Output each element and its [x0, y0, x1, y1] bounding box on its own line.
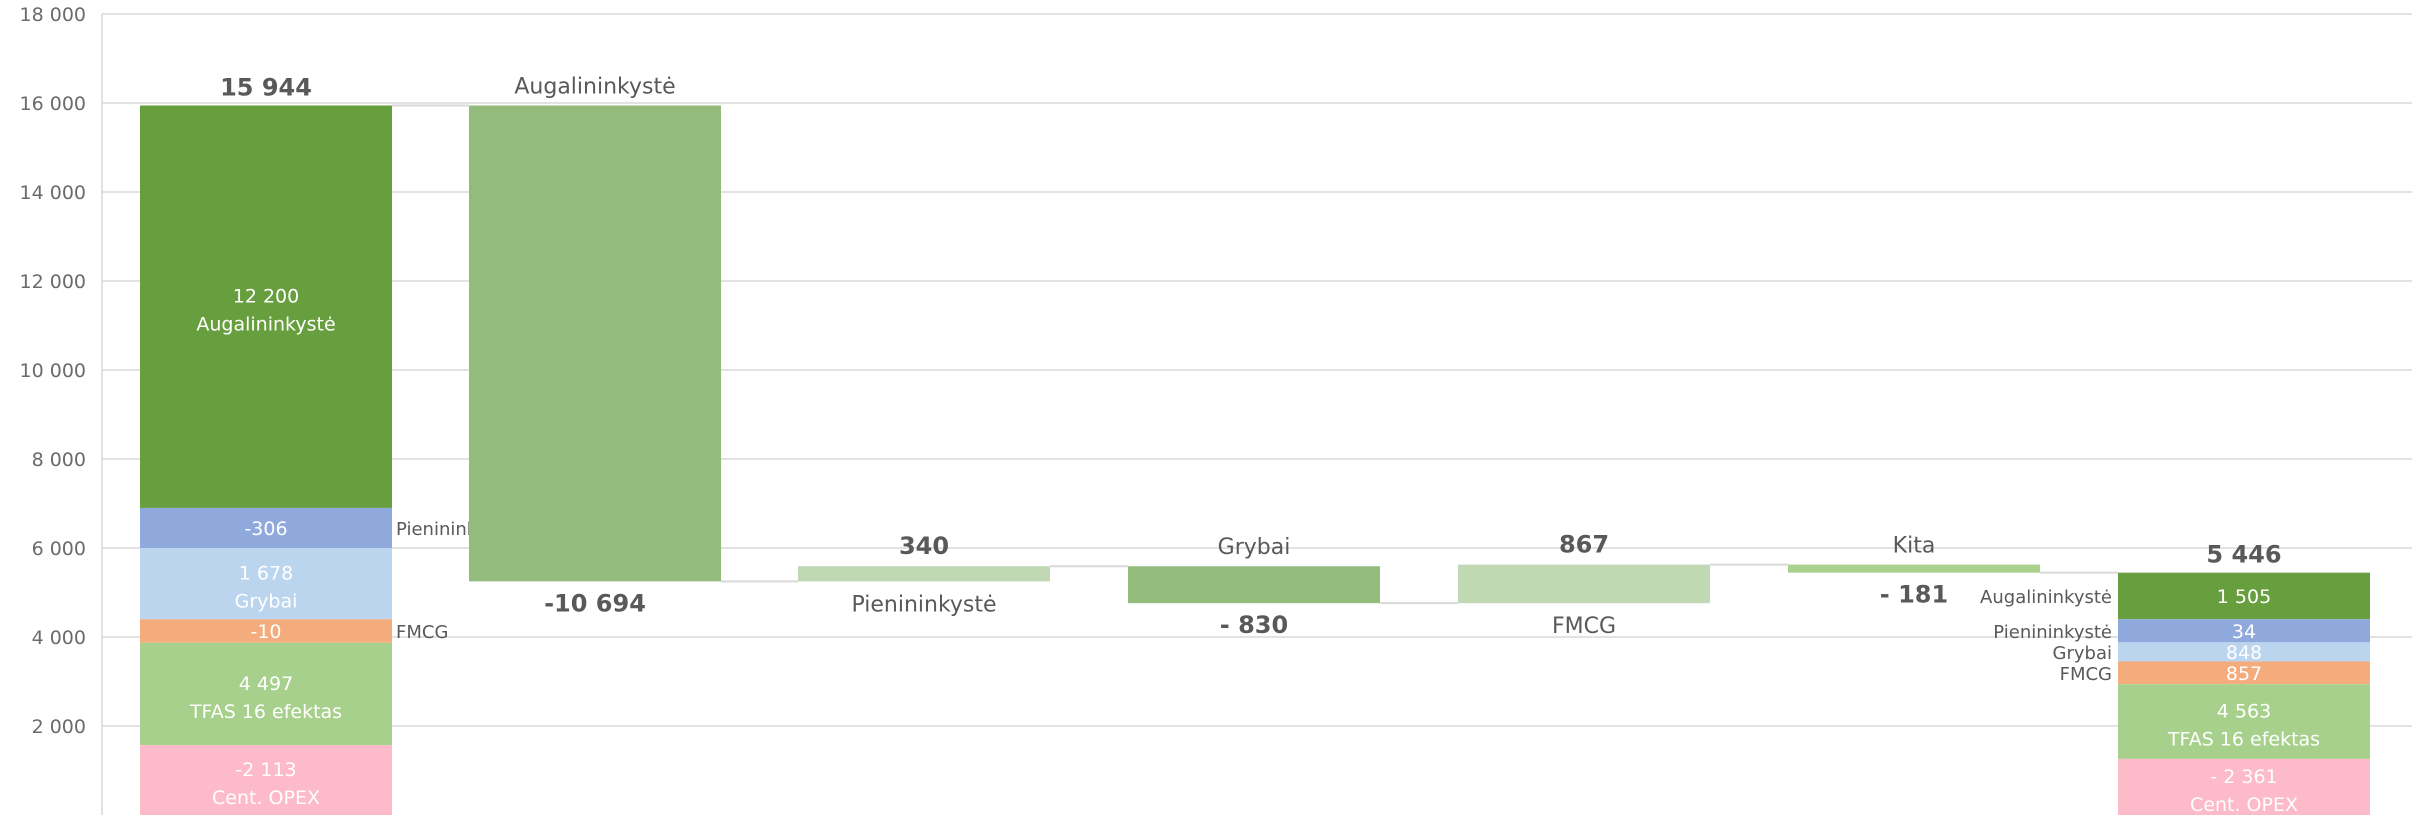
step-bar	[469, 105, 721, 582]
end-segment-value: 34	[2232, 621, 2256, 643]
end-segment-value: - 2 361	[2210, 766, 2277, 788]
start-segment-value: -306	[244, 518, 287, 540]
end-segment-name: TFAS 16 efektas	[2167, 729, 2320, 751]
end-segment-name: Cent. OPEX	[2190, 794, 2298, 815]
step-value-label: 340	[899, 532, 949, 560]
end-bar-segment	[2118, 619, 2370, 643]
y-tick-label: 6 000	[32, 538, 86, 560]
step-name-label: Pienininkystė	[851, 592, 996, 617]
step-value-label: - 181	[1880, 581, 1948, 609]
start-bar-segment	[140, 105, 392, 508]
end-bar-segment	[2118, 642, 2370, 662]
y-tick-label: 12 000	[20, 271, 86, 293]
step-value-label: -10 694	[544, 589, 646, 617]
start-segment-value: 1 678	[239, 563, 293, 585]
step-name-label: FMCG	[1552, 614, 1616, 639]
start-segment-value: 4 497	[239, 673, 293, 695]
step-name-label: Kita	[1893, 534, 1936, 559]
start-segment-name: Cent. OPEX	[212, 787, 320, 809]
step-name-label: Augalininkystė	[514, 74, 675, 99]
step-value-label: 867	[1559, 531, 1609, 559]
start-segment-value: 12 200	[233, 286, 299, 308]
end-segment-value: 857	[2226, 663, 2262, 685]
start-total-label: 15 944	[220, 73, 312, 101]
start-segment-name: FMCG	[396, 622, 448, 643]
start-bar-segment	[140, 507, 392, 548]
step-bar	[1458, 564, 1710, 604]
start-bar-segment	[140, 619, 392, 643]
y-tick-label: 8 000	[32, 449, 86, 471]
end-bar-segment	[2118, 572, 2370, 620]
end-segment-name: Pienininkystė	[1993, 622, 2112, 643]
start-segment-value: -10	[250, 621, 281, 643]
y-tick-label: 10 000	[20, 360, 86, 382]
end-segment-value: 1 505	[2217, 586, 2271, 608]
start-segment-name: Grybai	[235, 591, 298, 613]
step-bar	[1128, 566, 1380, 604]
y-tick-label: 16 000	[20, 93, 86, 115]
start-segment-value: -2 113	[235, 759, 296, 781]
step-bar	[798, 566, 1050, 582]
end-total-label: 5 446	[2206, 541, 2281, 569]
end-segment-name: Grybai	[2053, 643, 2112, 664]
start-bar-segment	[140, 548, 392, 620]
end-bar-segment	[2118, 684, 2370, 759]
end-bar-segment	[2118, 758, 2370, 815]
step-value-label: - 830	[1220, 611, 1288, 639]
end-segment-name: Augalininkystė	[1980, 587, 2112, 608]
step-bar	[1788, 564, 2040, 573]
y-tick-label: 4 000	[32, 627, 86, 649]
start-segment-name: Augalininkystė	[196, 314, 335, 336]
end-segment-value: 4 563	[2217, 701, 2271, 723]
y-tick-label: 2 000	[32, 716, 86, 738]
end-segment-value: 848	[2226, 642, 2262, 664]
end-bar-segment	[2118, 661, 2370, 685]
end-segment-name: FMCG	[2060, 664, 2112, 685]
step-name-label: Grybai	[1218, 535, 1291, 560]
start-bar-segment	[140, 642, 392, 746]
y-tick-label: 14 000	[20, 182, 86, 204]
start-segment-name: TFAS 16 efektas	[189, 701, 342, 723]
y-tick-label: 18 000	[20, 4, 86, 26]
start-bar-segment	[140, 745, 392, 815]
